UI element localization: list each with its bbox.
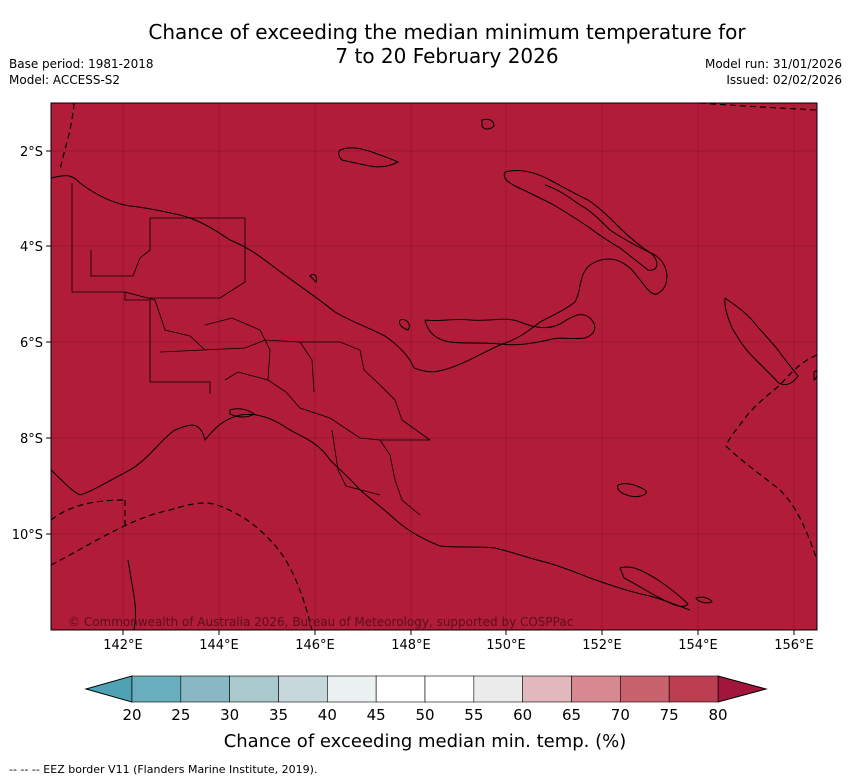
eez-border [50, 102, 818, 631]
colorbar-tick-label: 65 [562, 706, 581, 724]
new-guinea-coast [50, 175, 668, 373]
colorbar-tick-label: 60 [513, 706, 532, 724]
colorbar-segment [571, 675, 621, 703]
new-britain [503, 169, 658, 271]
title-line-2: 7 to 20 February 2026 [335, 44, 559, 68]
colorbar-tick-label: 45 [367, 706, 386, 724]
colorbar-segment [229, 675, 279, 703]
colorbar-segment [131, 675, 182, 703]
colorbar-segment [375, 675, 426, 703]
small-island-3 [813, 370, 818, 381]
longitude-label: 144°E [199, 638, 239, 653]
model-run-text: Model run: 31/01/2026 [704, 57, 842, 71]
colorbar-tick-label: 25 [171, 706, 190, 724]
bougainville [724, 297, 799, 386]
latitude-label: 4°S [20, 240, 43, 255]
colorbar-label: Chance of exceeding median min. temp. (%… [223, 731, 627, 752]
colorbar-segment [278, 675, 328, 703]
manus-island [481, 118, 495, 130]
latitude-label: 10°S [12, 528, 43, 543]
colorbar-tick-label: 50 [415, 706, 434, 724]
model-text: Model: ACCESS-S2 [9, 73, 121, 87]
colorbar-tick-label: 70 [611, 706, 630, 724]
d-entrecasteaux [617, 483, 647, 497]
latitude-label: 8°S [20, 432, 43, 447]
map-fill [50, 102, 818, 631]
lake-murray [229, 408, 255, 418]
colorbar-segment [424, 675, 475, 703]
copyright-text: © Commonwealth of Australia 2026, Bureau… [68, 615, 573, 629]
colorbar-tick-label: 55 [464, 706, 483, 724]
longitude-label: 152°E [582, 638, 622, 653]
small-island-2 [399, 319, 410, 331]
longitude-label: 146°E [295, 638, 335, 653]
colorbar-segment [522, 675, 572, 703]
colorbar-tick-label: 20 [122, 706, 141, 724]
colorbar-segment [180, 675, 230, 703]
issued-text: Issued: 02/02/2026 [726, 73, 842, 87]
base-period-text: Base period: 1981-2018 [9, 57, 154, 71]
louisiade-islands [619, 566, 689, 607]
title-line-1: Chance of exceeding the median minimum t… [148, 20, 746, 44]
torres-strait-coast [127, 559, 136, 631]
latitude-labels: 2°S 4°S 6°S 8°S 10°S [12, 145, 51, 543]
colorbar-high-extend [717, 675, 768, 703]
latitude-label: 6°S [20, 336, 43, 351]
colorbar: 20 25 30 35 40 45 50 55 60 65 70 75 80 [84, 675, 768, 724]
internal-borders [71, 183, 431, 516]
colorbar-segment [620, 675, 670, 703]
meta-left: Base period: 1981-2018 Model: ACCESS-S2 [9, 56, 154, 88]
colorbar-segment [473, 675, 523, 703]
huon-peninsula [424, 314, 596, 346]
colorbar-tick-label: 40 [318, 706, 337, 724]
meta-right: Model run: 31/01/2026 Issued: 02/02/2026 [705, 56, 842, 88]
longitude-label: 156°E [774, 638, 814, 653]
colorbar-segment [668, 675, 719, 703]
colorbar-low-extend [84, 675, 133, 703]
colorbar-tick-label: 35 [269, 706, 288, 724]
colorbar-segment [327, 675, 377, 703]
colorbar-tick-label: 80 [708, 706, 727, 724]
new-ireland [338, 147, 400, 168]
map-title: Chance of exceeding the median minimum t… [0, 20, 850, 68]
longitude-label: 142°E [103, 638, 143, 653]
gridlines [51, 103, 817, 630]
coastlines [50, 118, 818, 631]
colorbar-tick-label: 30 [220, 706, 239, 724]
rossel-island [695, 596, 713, 604]
longitude-labels: 142°E 144°E 146°E 148°E 150°E 152°E 154°E 156°E [103, 630, 814, 653]
eez-footer-note: -- -- -- EEZ border V11 (Flanders Marine… [9, 763, 318, 776]
longitude-label: 148°E [391, 638, 431, 653]
longitude-label: 150°E [486, 638, 526, 653]
latitude-label: 2°S [20, 145, 43, 160]
longitude-label: 154°E [678, 638, 718, 653]
small-island-1 [309, 273, 317, 283]
colorbar-tick-label: 75 [660, 706, 679, 724]
south-coast [50, 413, 691, 611]
